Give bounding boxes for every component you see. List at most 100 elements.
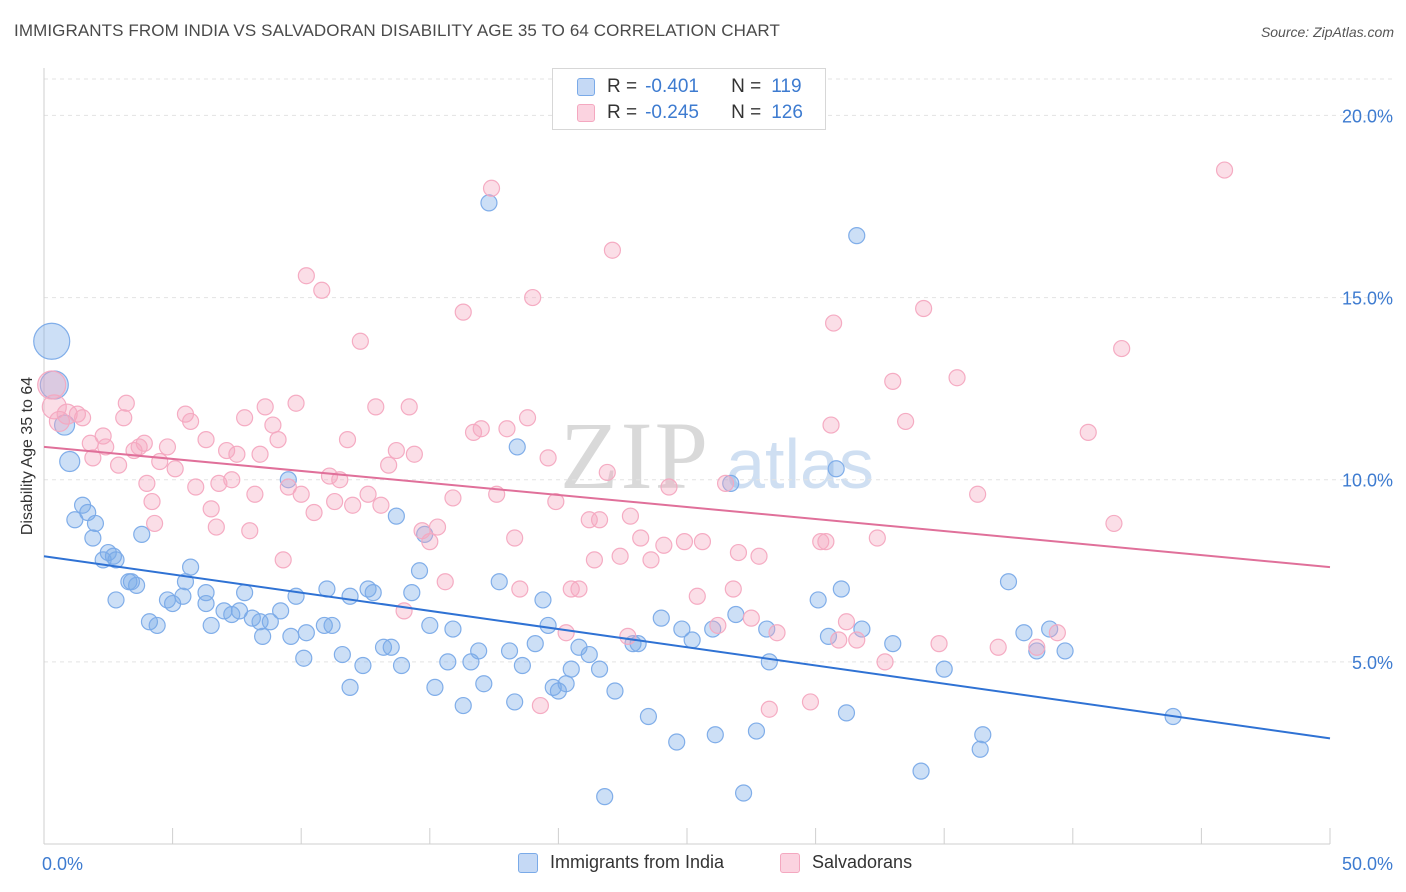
india-point — [606, 682, 624, 700]
salvadoran-point — [454, 303, 472, 321]
salvadoran-point — [590, 511, 609, 529]
salvadoran-point — [709, 616, 727, 635]
india-point — [282, 627, 300, 645]
y-tick-label: 20.0% — [1342, 106, 1393, 126]
salvadoran-point — [367, 398, 385, 416]
x-tick-labels: 0.0% 50.0% — [42, 854, 1393, 874]
india-point — [86, 514, 105, 533]
salvadoran-point — [729, 543, 748, 562]
india-point — [1028, 642, 1046, 660]
india-point — [639, 707, 658, 726]
india-point — [999, 573, 1018, 591]
salvadoran-point — [444, 489, 462, 507]
salvadoran-point — [436, 573, 454, 591]
india-point — [734, 784, 753, 802]
india-point — [387, 507, 405, 525]
bottom-legend-swatch-salvadorans — [780, 852, 800, 873]
india-point — [832, 580, 850, 598]
salvadoran-point — [742, 609, 760, 627]
salvadoran-point — [117, 394, 135, 412]
salvadoran-point — [675, 533, 694, 551]
india-point — [261, 613, 279, 631]
india-point — [683, 631, 701, 649]
legend-r-label: R = — [607, 102, 638, 123]
salvadoran-point — [498, 420, 516, 438]
salvadoran-point — [359, 485, 377, 503]
salvadoran-point — [825, 314, 843, 332]
salvadoran-point — [915, 299, 933, 318]
salvadoran-point — [1113, 339, 1131, 358]
salvadoran-point — [598, 463, 616, 482]
salvadoran-point — [848, 631, 866, 649]
bottom-legend-salvadorans: Salvadorans — [780, 852, 912, 873]
india-point — [580, 645, 598, 664]
india-point — [439, 653, 457, 671]
legend-n-value: 119 — [771, 76, 802, 97]
india-point — [722, 474, 740, 492]
india-point — [333, 645, 351, 664]
series-salvadorans-points — [37, 161, 1234, 718]
salvadoran-point — [41, 394, 67, 420]
salvadoran-point — [305, 503, 323, 522]
salvadoran-point — [246, 485, 264, 503]
salvadoran-point — [642, 551, 660, 569]
salvadoran-point — [603, 241, 622, 259]
salvadoran-point — [210, 474, 228, 492]
legend-n-label: N = — [731, 102, 762, 123]
salvadoran-point — [279, 478, 297, 496]
india-point — [673, 620, 691, 638]
india-point — [279, 471, 297, 489]
salvadoran-point — [868, 529, 886, 547]
salvadoran-point — [660, 478, 678, 496]
india-point — [133, 525, 151, 543]
salvadoran-point — [812, 533, 830, 551]
india-point — [197, 584, 215, 602]
salvadoran-point — [109, 456, 128, 474]
y-tick-label: 5.0% — [1352, 653, 1393, 673]
india-point — [747, 722, 766, 740]
salvadoran-point — [138, 474, 156, 492]
salvadoran-point — [73, 409, 92, 427]
india-point — [403, 584, 421, 602]
salvadoran-point — [395, 602, 413, 620]
salvadoran-point — [801, 693, 820, 711]
india-point — [33, 322, 71, 360]
salvadoran-point — [166, 460, 184, 478]
bottom-legend-swatch-india — [518, 852, 538, 873]
india-point — [596, 788, 614, 806]
salvadoran-point — [760, 700, 778, 718]
india-point — [66, 511, 84, 529]
salvadoran-point — [236, 409, 254, 427]
india-point — [727, 605, 745, 624]
salvadoran-point — [930, 635, 948, 653]
salvadoran-point — [948, 369, 966, 387]
india-point — [182, 558, 200, 576]
india-point — [534, 591, 552, 609]
salvadoran-point — [241, 522, 259, 540]
india-point — [444, 620, 462, 638]
salvadoran-point — [421, 533, 439, 551]
salvadoran-point — [344, 496, 362, 514]
trend-line-india — [43, 555, 1331, 740]
india-point — [490, 573, 508, 591]
bottom-legend-label-india: Immigrants from India — [550, 852, 725, 872]
watermark: ZIP atlas — [560, 402, 874, 509]
salvadoran-point — [372, 496, 390, 514]
india-point — [1015, 624, 1033, 642]
india-point — [480, 194, 498, 212]
legend-r-value: -0.401 — [645, 76, 699, 97]
india-point — [341, 587, 359, 605]
correlation-legend: R = -0.401 N = 119 R = -0.245 N = 126 — [552, 68, 826, 130]
india-point — [470, 642, 488, 660]
y-tick-label: 15.0% — [1342, 289, 1393, 309]
legend-n-label: N = — [731, 76, 762, 97]
india-point — [254, 627, 272, 645]
salvadoran-point — [48, 410, 71, 433]
salvadoran-point — [143, 492, 161, 511]
salvadoran-point — [223, 471, 241, 489]
salvadoran-point — [632, 529, 650, 547]
salvadoran-point — [724, 580, 742, 598]
india-point — [760, 653, 778, 671]
salvadoran-point — [94, 427, 112, 445]
salvadoran-point — [405, 445, 423, 463]
